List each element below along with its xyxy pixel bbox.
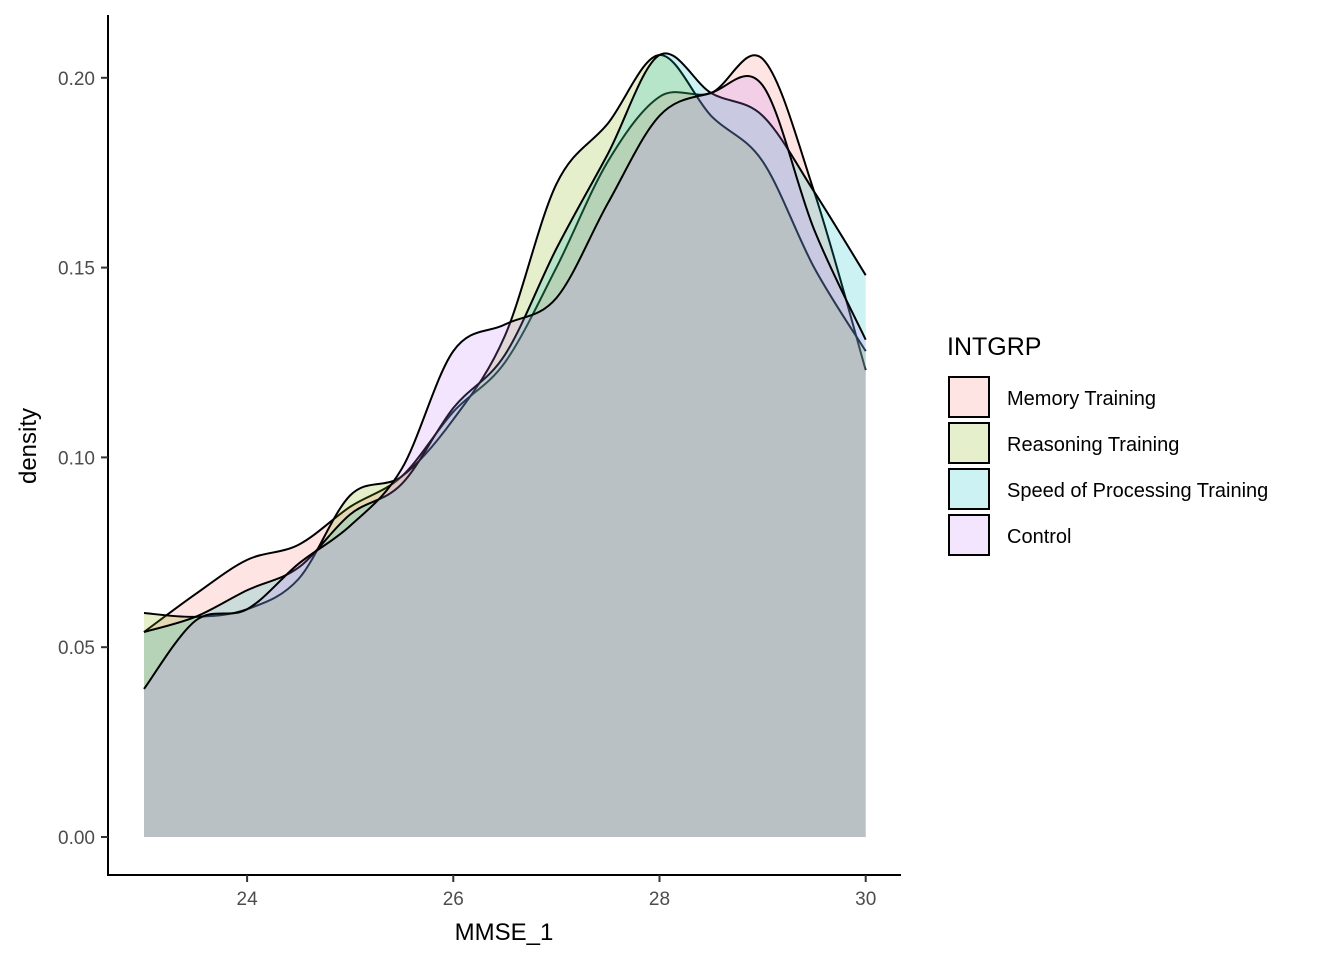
y-tick-label: 0.00 <box>58 828 95 849</box>
x-tick-label: 28 <box>649 889 670 910</box>
y-tick-label: 0.05 <box>58 638 95 659</box>
density-area-reasoning-training <box>144 54 866 838</box>
density-area-control <box>144 76 866 838</box>
y-tick-label: 0.15 <box>58 259 95 280</box>
y-ticks: 0.00 0.05 0.10 0.15 0.20 <box>58 69 108 849</box>
x-tick-label: 24 <box>237 889 259 910</box>
y-tick-label: 0.10 <box>58 448 95 469</box>
density-areas <box>143 52 867 838</box>
density-area-speed-of-processing-training <box>144 53 866 838</box>
density-area-memory-training <box>144 55 866 837</box>
legend-swatch <box>948 514 990 556</box>
density-line-reasoning-training <box>143 54 867 618</box>
density-line-control <box>143 75 867 690</box>
legend-label: Reasoning Training <box>1007 434 1179 456</box>
legend-label: Control <box>1007 526 1071 548</box>
x-ticks: 24 26 28 30 <box>237 875 876 910</box>
legend-item: Control <box>948 514 1071 556</box>
x-tick-label: 26 <box>443 889 464 910</box>
legend-swatch <box>948 468 990 510</box>
x-tick-label: 30 <box>855 889 876 910</box>
legend-item: Speed of Processing Training <box>948 468 1268 510</box>
legend-title: INTGRP <box>947 333 1041 361</box>
density-line-memory-training <box>143 54 867 633</box>
legend-item: Reasoning Training <box>948 422 1179 464</box>
legend-item: Memory Training <box>948 376 1156 418</box>
legend: INTGRP Memory Training Reasoning Training… <box>947 333 1268 556</box>
y-axis-title: density <box>15 408 42 484</box>
legend-swatch <box>948 422 990 464</box>
legend-swatch <box>948 376 990 418</box>
legend-label: Memory Training <box>1007 388 1156 410</box>
legend-label: Speed of Processing Training <box>1007 480 1268 502</box>
x-axis-title: MMSE_1 <box>455 919 554 946</box>
y-tick-label: 0.20 <box>58 69 95 90</box>
